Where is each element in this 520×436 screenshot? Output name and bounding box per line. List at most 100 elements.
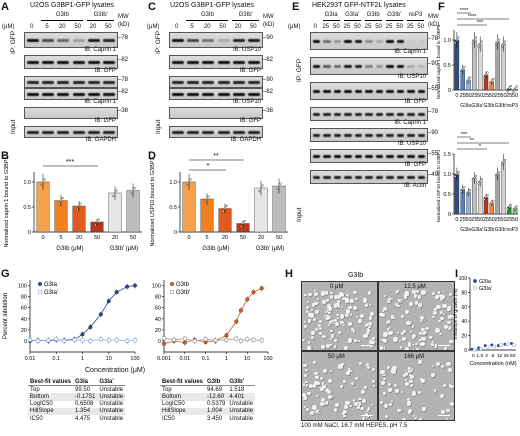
blot-band — [248, 60, 261, 64]
unit-label: (μM) — [288, 24, 301, 30]
y-tick-label: 100 — [152, 284, 161, 290]
data-point — [189, 178, 192, 181]
data-point — [506, 208, 509, 211]
droplet — [422, 318, 425, 322]
droplet — [333, 294, 338, 300]
blot-band — [365, 154, 373, 158]
droplet — [340, 314, 345, 319]
dose-response-chart-g3ib: 0 20 40 60 80 100 0.001 0.01 0.1 1 10 100 G3Ib G3Ib' — [152, 280, 273, 362]
blot-band — [365, 133, 373, 137]
y-tick-label: 40 — [155, 317, 161, 323]
blot-band — [248, 80, 261, 84]
droplet — [367, 291, 372, 295]
droplet — [318, 326, 322, 330]
fit-table-g3ib: Best-fit values G3Ib G3Ib' Top 94.69 1.518 Bot… — [160, 378, 256, 422]
data-point — [489, 204, 492, 207]
blot-band — [57, 92, 70, 96]
table-row: Top 99.50 Unstable — [28, 386, 125, 394]
droplet — [409, 379, 414, 384]
data-point — [251, 337, 256, 342]
x-group-label: G3Ib' (μM) — [110, 246, 138, 252]
data-point — [479, 180, 482, 183]
data-point — [245, 337, 250, 342]
table-cell: LogIC50 — [30, 401, 53, 408]
droplet — [409, 384, 413, 388]
droplet — [379, 346, 384, 350]
data-point — [88, 339, 93, 343]
blot-strip — [24, 126, 118, 138]
sig-label: ** — [213, 153, 219, 160]
blot-band — [354, 175, 363, 179]
droplet — [356, 404, 361, 409]
micrograph-label-166: 166 μM — [404, 354, 425, 360]
droplet — [396, 408, 401, 413]
blot-band — [171, 130, 184, 134]
droplet — [340, 362, 344, 366]
group-label: G3Ib' — [93, 12, 108, 18]
blot-band — [365, 39, 373, 43]
data-point — [480, 40, 483, 43]
table-row: LogIC50 0.5379 Unstable — [160, 401, 255, 408]
droplet — [305, 368, 308, 371]
droplet — [421, 336, 426, 341]
blot-band — [386, 154, 394, 158]
x-tick-label: 25 — [483, 93, 489, 99]
data-point — [480, 178, 483, 181]
side-label-ip: IP: GFP — [10, 30, 17, 54]
droplet — [388, 388, 392, 392]
blot-band — [365, 89, 373, 93]
blot-band — [186, 38, 200, 42]
blot-band — [72, 80, 85, 84]
y-tick-label: 60 — [461, 305, 467, 311]
droplet — [396, 332, 399, 335]
droplet — [340, 306, 343, 309]
table-cell: IC50 — [30, 415, 43, 422]
droplet — [371, 403, 374, 406]
table-row: Bottom -12.60 4.401 — [160, 393, 256, 401]
y-tick-label: 80 — [461, 290, 467, 296]
droplet — [366, 408, 370, 412]
x-tick-label: 25 — [471, 93, 477, 99]
droplet — [382, 307, 387, 312]
blot-panel-a: G3Ib G3Ib' (μM) 0 5 20 50 20 50 MW (kD) –78 IB: Capr… — [0, 12, 150, 152]
table-cell: 99.50 — [75, 386, 91, 393]
data-point — [489, 83, 492, 86]
data-point — [465, 81, 469, 85]
data-point — [205, 197, 209, 201]
blot-band — [365, 175, 373, 179]
data-point — [512, 343, 516, 347]
droplet — [431, 340, 435, 343]
group-label: G3Ib — [55, 12, 69, 18]
scale-bar — [438, 414, 450, 416]
legend-label: G3Ia — [44, 282, 58, 288]
blot-band — [354, 112, 363, 116]
droplet — [435, 328, 440, 333]
mw-marker: –49 — [428, 172, 439, 178]
blot-strip — [169, 76, 263, 88]
table-row: Best-fit values G3Ib G3Ib' — [160, 378, 256, 387]
y-axis-label: Normalized caprin 1 bound to G3BP1 — [436, 24, 441, 99]
blot-band — [217, 130, 230, 134]
data-point — [251, 290, 256, 295]
blot-band — [396, 133, 405, 137]
blot-band — [72, 92, 85, 96]
y-tick-label: 40 — [461, 319, 467, 325]
ib-label: IB: GFP — [239, 118, 261, 124]
y-tick-label: 0 — [158, 339, 161, 345]
table-cell: Unstable — [229, 415, 254, 422]
droplet — [339, 320, 344, 325]
data-point — [223, 207, 227, 210]
x-tick-label: 0.01 — [25, 356, 36, 362]
droplet — [307, 391, 311, 395]
x-group-label: G3Ia — [460, 103, 471, 109]
data-point — [133, 283, 137, 288]
droplet — [364, 386, 367, 389]
blot-band — [87, 60, 101, 64]
droplet — [345, 309, 351, 314]
data-point — [503, 342, 507, 346]
data-point — [207, 195, 210, 198]
droplet — [450, 315, 454, 320]
droplet — [322, 368, 328, 374]
droplet — [367, 321, 372, 326]
data-point — [490, 201, 493, 204]
